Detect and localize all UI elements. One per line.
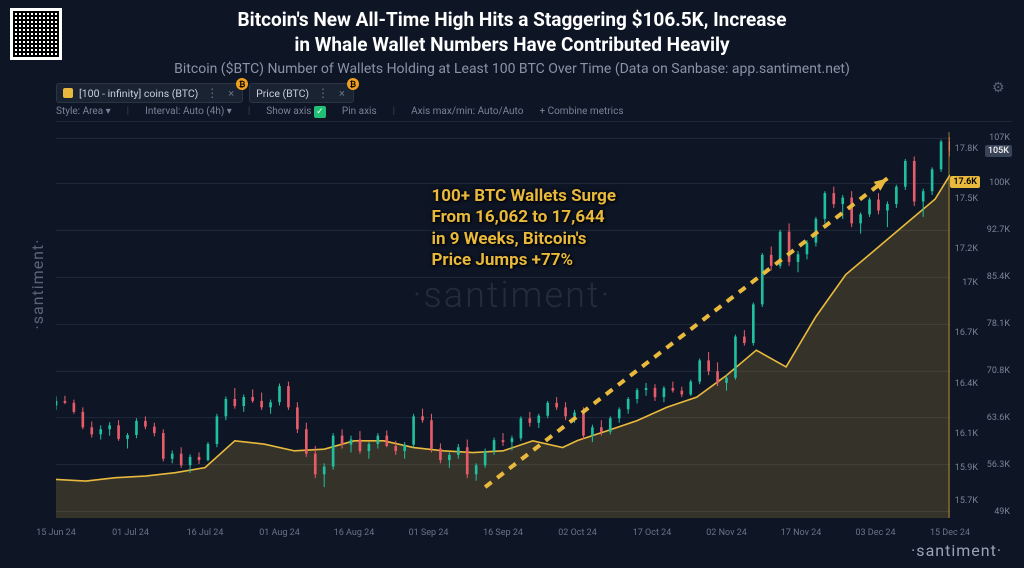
page-subtitle: Bitcoin ($BTC) Number of Wallets Holding… [60, 61, 964, 77]
y-tick: 56.3K [987, 460, 1010, 470]
y-tick: 63.6K [987, 413, 1010, 423]
watermark-bottom-right: ·santiment· [911, 541, 1002, 560]
x-tick: 15 Dec 24 [930, 528, 970, 538]
kebab-icon[interactable]: ⋮ [315, 86, 331, 100]
y-tick: 15.7K [955, 496, 978, 506]
close-icon[interactable]: × [337, 87, 347, 100]
kebab-icon[interactable]: ⋮ [204, 86, 220, 100]
x-tick: 01 Jul 24 [112, 528, 149, 538]
y-tick: 92.7K [987, 225, 1010, 235]
y-tick: 17.2K [955, 244, 978, 254]
badge-icon: ₿ [347, 78, 359, 90]
y-tick: 16.7K [955, 328, 978, 338]
y-tick: 70.8K [987, 366, 1010, 376]
qr-code [10, 8, 62, 60]
y-tick: 85.4K [987, 272, 1010, 282]
watermark-left: ·santiment· [28, 239, 47, 330]
y-tick: 17.8K [955, 144, 978, 154]
y-tick: 17K [962, 278, 978, 288]
y-tick: 78.1K [987, 319, 1010, 329]
x-tick: 01 Sep 24 [409, 528, 449, 538]
metrics-bar: [100 - infinity] coins (BTC) ⋮ × ₿ Price… [56, 82, 1012, 104]
x-tick: 03 Dec 24 [855, 528, 895, 538]
interval-control[interactable]: Interval: Auto (4h) ▾ [145, 106, 232, 117]
y-tick: 16.1K [955, 429, 978, 439]
show-axis-toggle[interactable]: Show axis ✓ [266, 106, 326, 118]
y-tick: 107K [989, 133, 1010, 143]
y-tick: 100K [989, 178, 1010, 188]
pin-axis-toggle[interactable]: Pin axis [342, 106, 377, 117]
chart-toolbar: Style: Area ▾ | Interval: Auto (4h) ▾ | … [56, 104, 1012, 122]
y-tick: 16.4K [955, 379, 978, 389]
metric-pill-price[interactable]: Price (BTC) ⋮ × ₿ [249, 83, 354, 103]
axis-minmax-control[interactable]: Axis max/min: Auto/Auto [411, 106, 523, 117]
page-title: Bitcoin's New All-Time High Hits a Stagg… [60, 8, 964, 57]
x-tick: 16 Aug 24 [334, 528, 375, 538]
y-tick: 15.9K [955, 463, 978, 473]
y-axis-right: 107K 100K 92.7K 85.4K 78.1K 70.8K 63.6K 56.3K 49… [980, 132, 1012, 518]
close-icon[interactable]: × [226, 87, 236, 100]
x-tick: 02 Oct 24 [558, 528, 597, 538]
x-tick: 15 Jun 24 [36, 528, 76, 538]
gear-icon[interactable]: ⚙ [992, 80, 1008, 96]
y-axis-left: 17.8K 17.5K 17.2K 17K 16.7K 16.4K 16.1K 15.9K 15… [950, 132, 980, 518]
chart-annotation: 100+ BTC Wallets SurgeFrom 16,062 to 17,… [431, 186, 616, 271]
badge-icon: ₿ [236, 78, 248, 90]
x-tick: 02 Nov 24 [706, 528, 747, 538]
x-tick: 16 Jul 24 [187, 528, 224, 538]
x-tick: 01 Aug 24 [259, 528, 300, 538]
x-tick: 16 Sep 24 [483, 528, 523, 538]
metric-pill-wallets[interactable]: [100 - infinity] coins (BTC) ⋮ × ₿ [56, 83, 243, 103]
chart-container: Style: Area ▾ | Interval: Auto (4h) ▾ | … [56, 104, 1012, 542]
y-current-tag-left: 17.6K [950, 176, 980, 188]
y-tick: 17.5K [955, 194, 978, 204]
style-control[interactable]: Style: Area ▾ [56, 106, 111, 117]
chart-plot[interactable]: 100+ BTC Wallets SurgeFrom 16,062 to 17,… [56, 132, 950, 518]
metric-label: Price (BTC) [256, 87, 309, 100]
swatch-icon [63, 88, 73, 98]
x-tick: 17 Nov 24 [781, 528, 822, 538]
combine-metrics-button[interactable]: + Combine metrics [539, 106, 623, 117]
check-icon: ✓ [314, 106, 326, 118]
metric-label: [100 - infinity] coins (BTC) [79, 87, 198, 100]
x-tick: 17 Oct 24 [633, 528, 672, 538]
y-tick: 49K [994, 507, 1010, 517]
x-axis: 15 Jun 2401 Jul 2416 Jul 2401 Aug 2416 A… [56, 522, 950, 542]
y-current-tag-right: 105K [985, 145, 1012, 157]
